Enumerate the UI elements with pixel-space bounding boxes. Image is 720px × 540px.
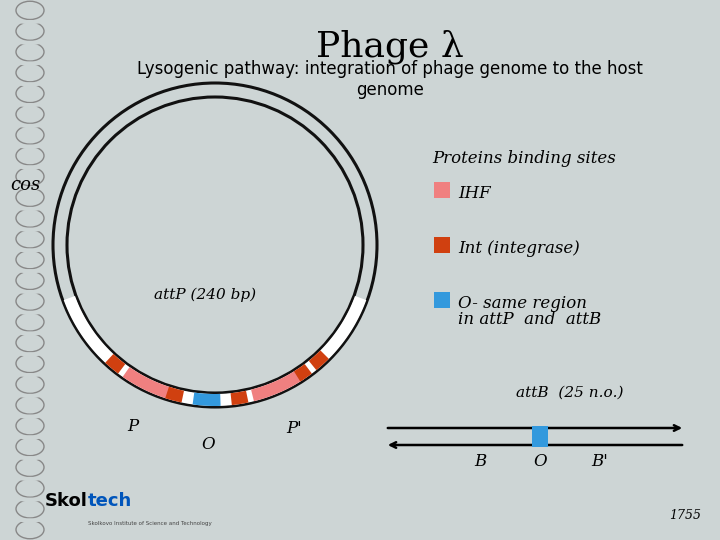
Ellipse shape [17, 415, 42, 419]
Polygon shape [230, 391, 248, 405]
Ellipse shape [17, 165, 42, 170]
Ellipse shape [17, 477, 42, 481]
Polygon shape [192, 393, 220, 406]
Text: Skolkovo Institute of Science and Technology: Skolkovo Institute of Science and Techno… [88, 521, 212, 526]
Text: tech: tech [88, 492, 132, 510]
Ellipse shape [17, 456, 42, 460]
Text: P: P [127, 417, 139, 435]
Ellipse shape [17, 332, 42, 336]
Ellipse shape [17, 145, 42, 148]
Polygon shape [122, 367, 176, 401]
Ellipse shape [17, 228, 42, 232]
Polygon shape [251, 368, 305, 401]
Text: attB  (25 п.о.): attB (25 п.о.) [516, 386, 624, 400]
Ellipse shape [17, 269, 42, 273]
Polygon shape [63, 296, 366, 406]
Text: O: O [202, 436, 215, 453]
Polygon shape [166, 387, 184, 402]
Text: Phage λ: Phage λ [316, 30, 464, 64]
Polygon shape [309, 350, 329, 370]
Ellipse shape [17, 498, 42, 502]
Bar [434, 292, 450, 308]
Ellipse shape [17, 518, 42, 523]
Ellipse shape [17, 290, 42, 294]
Ellipse shape [17, 310, 42, 315]
Ellipse shape [17, 394, 42, 398]
Bar [532, 426, 548, 447]
Ellipse shape [17, 207, 42, 211]
Polygon shape [105, 354, 125, 374]
Ellipse shape [17, 435, 42, 440]
Ellipse shape [17, 82, 42, 86]
Bar [434, 182, 450, 198]
Polygon shape [294, 364, 312, 382]
Text: cos: cos [10, 176, 40, 194]
Text: 1755: 1755 [669, 509, 701, 522]
Ellipse shape [17, 62, 42, 66]
Text: B: B [474, 453, 486, 470]
Bar [434, 237, 450, 253]
Text: Proteins binding sites: Proteins binding sites [432, 150, 616, 167]
Ellipse shape [17, 352, 42, 356]
Ellipse shape [17, 186, 42, 190]
Text: Lysogenic pathway: integration of phage genome to the host
genome: Lysogenic pathway: integration of phage … [137, 60, 643, 99]
Text: P': P' [287, 420, 302, 437]
Ellipse shape [17, 248, 42, 253]
Text: O: O [534, 453, 546, 470]
Ellipse shape [17, 40, 42, 45]
Text: O- same region: O- same region [458, 295, 587, 312]
Text: IHF: IHF [458, 185, 490, 202]
Text: Skol: Skol [45, 492, 88, 510]
Ellipse shape [17, 373, 42, 377]
Text: B': B' [592, 453, 608, 470]
Text: Int (integrase): Int (integrase) [458, 240, 580, 257]
Text: in attP  and  attB: in attP and attB [458, 311, 601, 328]
Text: attP (240 bp): attP (240 bp) [154, 288, 256, 302]
Ellipse shape [17, 103, 42, 107]
Ellipse shape [17, 20, 42, 24]
Ellipse shape [17, 124, 42, 128]
